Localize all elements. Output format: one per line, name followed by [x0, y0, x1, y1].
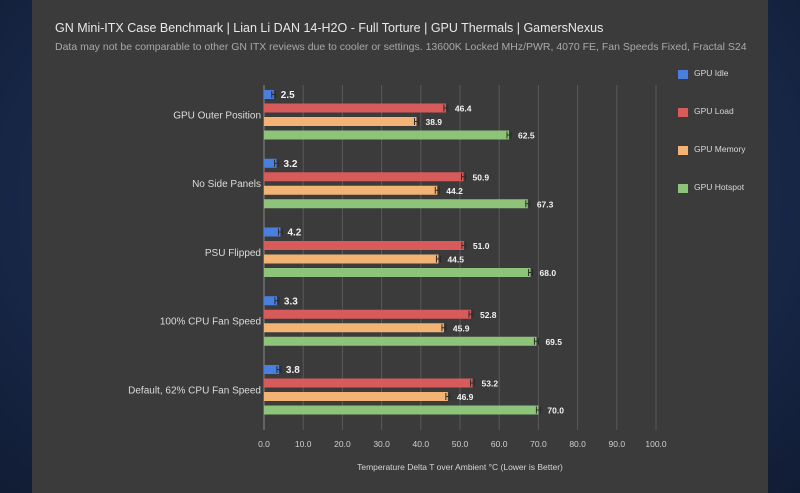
- bar: [264, 158, 277, 168]
- data-label: 62.5: [518, 131, 535, 141]
- legend-swatch: [678, 184, 688, 193]
- data-label: 38.9: [425, 117, 442, 127]
- bar: [264, 130, 509, 140]
- bar: [264, 392, 448, 401]
- bar: [264, 268, 531, 277]
- legend-swatch: [678, 108, 688, 117]
- legend-label: GPU Hotspot: [694, 182, 745, 192]
- data-label: 67.3: [537, 199, 554, 209]
- data-label: 3.3: [284, 296, 298, 307]
- x-tick-label: 70.0: [530, 439, 547, 449]
- x-tick-label: 40.0: [413, 439, 430, 449]
- x-tick-label: 0.0: [258, 439, 270, 449]
- bar: [264, 405, 539, 415]
- bar: [264, 309, 471, 319]
- bar: [264, 254, 439, 264]
- legend: GPU Idle GPU Load GPU Memory GPU Hotspot: [678, 68, 758, 220]
- x-tick-label: 50.0: [452, 439, 469, 449]
- bar: [264, 185, 438, 195]
- category-label: GPU Outer Position: [173, 110, 261, 121]
- legend-item: GPU Hotspot: [678, 182, 758, 220]
- data-label: 45.9: [453, 323, 470, 333]
- x-tick-label: 10.0: [295, 439, 312, 449]
- x-axis-title: Temperature Delta T over Ambient °C (Low…: [357, 462, 563, 472]
- bar: [264, 199, 528, 209]
- data-label: 3.2: [284, 159, 298, 170]
- legend-swatch: [678, 70, 688, 79]
- data-label: 2.5: [281, 90, 295, 101]
- data-label: 69.5: [545, 337, 562, 347]
- legend-label: GPU Idle: [694, 68, 729, 78]
- bar: [264, 336, 537, 346]
- category-label: Default, 62% CPU Fan Speed: [128, 385, 261, 396]
- bar: [264, 117, 417, 126]
- data-label: 53.2: [482, 379, 499, 389]
- x-tick-label: 30.0: [373, 439, 390, 449]
- legend-label: GPU Memory: [694, 144, 746, 154]
- chart-panel: GN Mini-ITX Case Benchmark | Lian Li DAN…: [32, 0, 768, 493]
- x-tick-label: 80.0: [569, 439, 586, 449]
- bar: [264, 296, 277, 306]
- data-label: 4.2: [287, 228, 301, 239]
- data-label: 44.5: [447, 255, 464, 265]
- data-label: 70.0: [547, 406, 564, 416]
- x-tick-label: 60.0: [491, 439, 508, 449]
- bar: [264, 172, 464, 182]
- category-label: 100% CPU Fan Speed: [160, 317, 261, 328]
- legend-item: GPU Idle: [678, 68, 758, 106]
- data-label: 3.8: [286, 365, 300, 376]
- legend-label: GPU Load: [694, 106, 734, 116]
- x-tick-label: 90.0: [609, 439, 626, 449]
- bar: [264, 227, 281, 237]
- data-label: 52.8: [480, 310, 497, 320]
- chart-title: GN Mini-ITX Case Benchmark | Lian Li DAN…: [55, 21, 604, 35]
- x-tick-label: 20.0: [334, 439, 351, 449]
- bar: [264, 378, 473, 388]
- x-tick-label: 100.0: [645, 439, 667, 449]
- data-label: 44.2: [446, 186, 463, 196]
- data-label: 46.4: [455, 104, 472, 114]
- chart-subtitle: Data may not be comparable to other GN I…: [55, 41, 747, 53]
- legend-item: GPU Memory: [678, 144, 758, 182]
- bar: [264, 90, 274, 99]
- data-label: 51.0: [473, 241, 490, 251]
- legend-item: GPU Load: [678, 106, 758, 144]
- plot-area: 0.0 10.0 20.0 30.0 40.0 50.0 60.0 70.0 80.0 90.0 1…: [128, 85, 667, 472]
- category-label: PSU Flipped: [205, 248, 261, 259]
- bar: [264, 241, 464, 250]
- legend-swatch: [678, 146, 688, 155]
- bar: [264, 365, 279, 374]
- data-label: 50.9: [473, 172, 490, 182]
- data-label: 46.9: [457, 392, 474, 402]
- category-label: No Side Panels: [192, 179, 261, 190]
- data-label: 68.0: [540, 268, 557, 278]
- bar: [264, 103, 446, 113]
- bar: [264, 323, 444, 333]
